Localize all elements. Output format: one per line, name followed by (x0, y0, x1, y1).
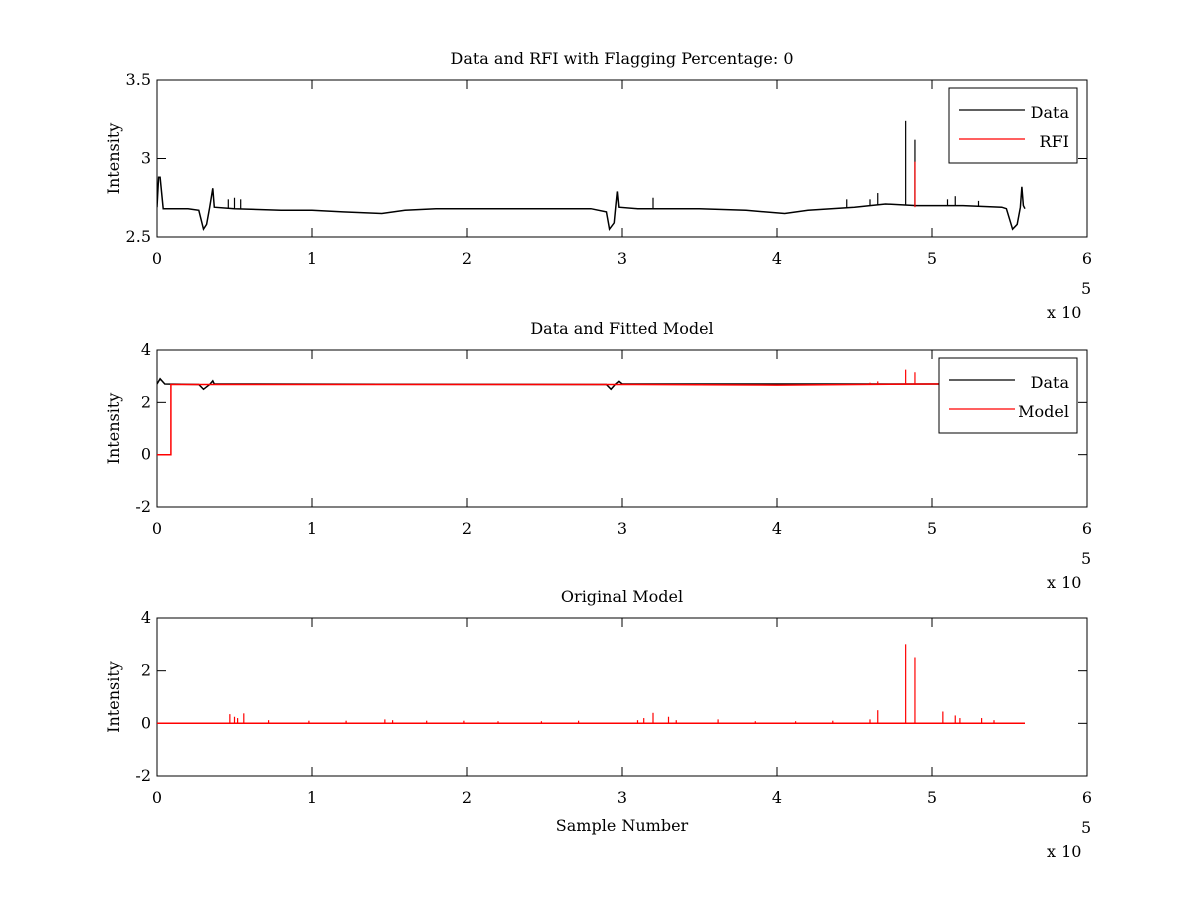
y-tick-label: 3 (141, 149, 151, 168)
chart-title: Data and Fitted Model (530, 319, 713, 338)
legend-entry: Data (1031, 373, 1070, 392)
y-axis-label: Intensity (104, 393, 123, 465)
x-tick-label: 2 (462, 249, 472, 268)
x-multiplier-exponent: 5 (1081, 818, 1091, 837)
x-tick-label: 6 (1082, 519, 1092, 538)
y-axis-label: Intensity (104, 661, 123, 733)
legend-entry: Model (1018, 402, 1069, 421)
x-tick-label: 5 (927, 519, 937, 538)
y-tick-label: 0 (141, 445, 151, 464)
x-tick-label: 4 (772, 788, 782, 807)
chart-title: Original Model (561, 587, 683, 606)
y-tick-label: 3.5 (126, 70, 151, 89)
x-tick-label: 5 (927, 788, 937, 807)
x-axis-label: Sample Number (556, 816, 689, 835)
y-axis-label: Intensity (104, 123, 123, 195)
y-tick-label: 4 (141, 608, 151, 627)
y-tick-label: 0 (141, 713, 151, 732)
series-group (157, 644, 1025, 725)
x-tick-label: 4 (772, 519, 782, 538)
legend-box (948, 87, 1078, 164)
x-tick-label: 6 (1082, 788, 1092, 807)
y-tick-label: 4 (141, 340, 151, 359)
x-tick-label: 1 (307, 249, 317, 268)
x-tick-label: 1 (307, 519, 317, 538)
legend: Data RFI (948, 87, 1078, 164)
x-multiplier-exponent: 5 (1081, 279, 1091, 298)
x-multiplier-exponent: 5 (1081, 549, 1091, 568)
y-tick-label: 2.5 (126, 227, 151, 246)
x-tick-label: 2 (462, 788, 472, 807)
legend-entry: Data (1031, 103, 1070, 122)
x-tick-label: 3 (617, 519, 627, 538)
x-multiplier: x 10 (1047, 842, 1081, 861)
x-multiplier: x 10 (1047, 573, 1081, 592)
series-data-line (157, 176, 1026, 232)
x-tick-label: 1 (307, 788, 317, 807)
chart-title: Data and RFI with Flagging Percentage: 0 (450, 49, 793, 68)
x-multiplier: x 10 (1047, 303, 1081, 322)
x-tick-label: 0 (152, 249, 162, 268)
x-tick-label: 0 (152, 519, 162, 538)
series-model-line (157, 383, 1025, 456)
plot-area (156, 79, 1088, 238)
plot-area (156, 349, 1088, 508)
legend-entry: RFI (1040, 132, 1069, 151)
x-tick-label: 0 (152, 788, 162, 807)
y-tick-label: 2 (141, 661, 151, 680)
x-tick-label: 3 (617, 788, 627, 807)
x-tick-label: 4 (772, 249, 782, 268)
x-tick-label: 5 (927, 249, 937, 268)
legend: Data Model (938, 357, 1078, 434)
plot-area (156, 617, 1088, 777)
x-tick-label: 3 (617, 249, 627, 268)
series-group (157, 120, 1026, 232)
legend-box (938, 357, 1078, 434)
x-tick-label: 2 (462, 519, 472, 538)
x-tick-label: 6 (1082, 249, 1092, 268)
series-group (157, 369, 1025, 456)
y-tick-label: -2 (135, 497, 151, 516)
y-tick-label: 2 (141, 392, 151, 411)
y-tick-label: -2 (135, 766, 151, 785)
